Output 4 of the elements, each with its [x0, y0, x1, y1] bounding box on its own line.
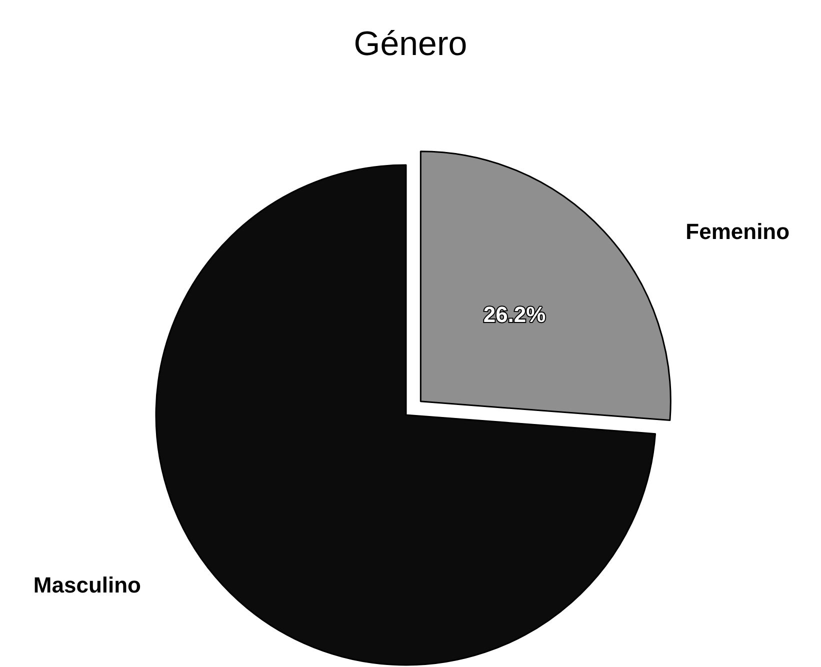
- slice-label: Femenino: [686, 218, 790, 244]
- data-label: 26.2%: [483, 302, 546, 327]
- chart-title: Género: [354, 25, 468, 63]
- slice-label: Masculino: [33, 572, 141, 598]
